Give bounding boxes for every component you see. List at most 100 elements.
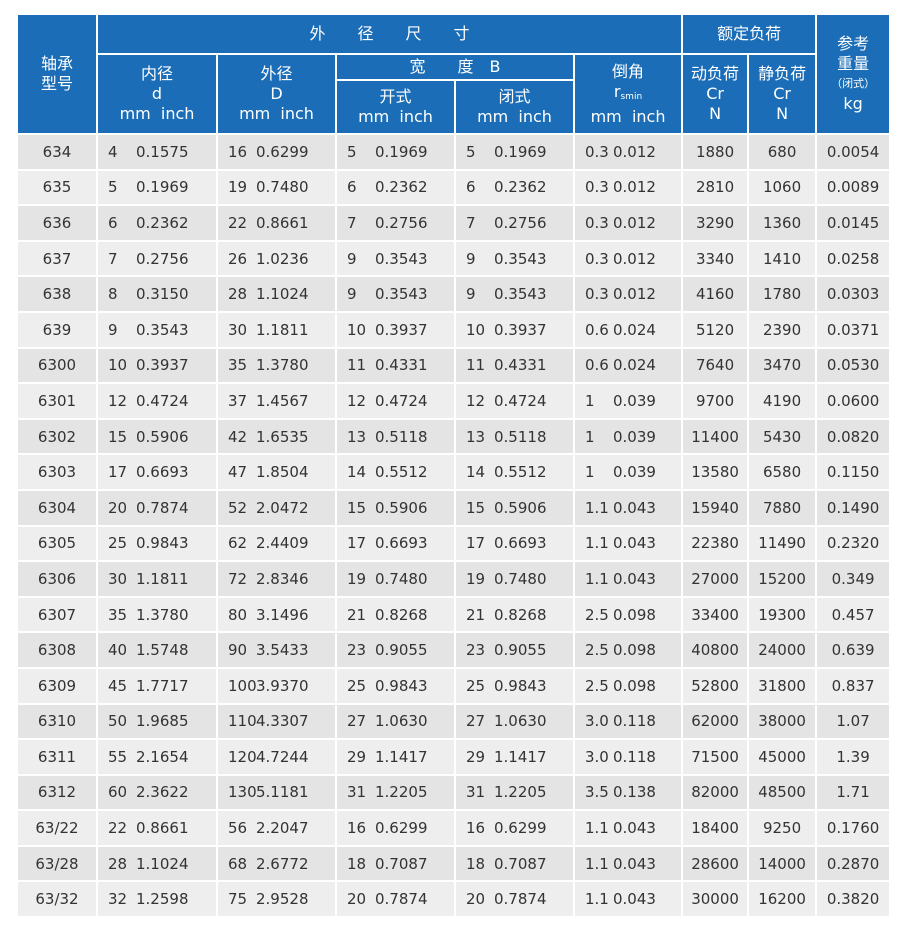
weight-cell: 0.0054 (815, 133, 892, 171)
model-cell: 63/22 (16, 809, 98, 847)
inner-dia-cell-mm: 20 (108, 498, 128, 517)
width-open-cell: 17 0.6693 (335, 524, 456, 563)
inner-dia-cell: 25 0.9843 (96, 524, 218, 563)
width-open-cell-mm: 16 (347, 819, 367, 838)
width-closed-cell-inch: 0.8268 (494, 605, 547, 624)
width-closed-cell: 20 0.7874 (454, 880, 575, 919)
table-row: 638 8 0.3150 28 1.1024 9 0.3543 9 0.3543 0.3 0.012… (16, 275, 892, 313)
static-load-cell: 1410 (747, 239, 818, 278)
outer-dia-cell-inch: 1.8504 (256, 463, 309, 482)
outer-dia-cell-mm: 130 (228, 783, 257, 802)
outer-dia-cell-inch: 2.0472 (256, 498, 309, 517)
outer-dia-cell: 35 1.3780 (216, 346, 337, 385)
inner-dia-cell: 12 0.4724 (96, 382, 218, 420)
static-load-cell: 16200 (747, 880, 818, 919)
model-cell: 63/32 (16, 880, 98, 919)
outer-dia-cell: 30 1.1811 (216, 310, 337, 349)
width-closed-cell: 16 0.6299 (454, 809, 575, 847)
static-load-cell: 48500 (747, 773, 818, 812)
dynamic-load-cell: 4160 (681, 275, 750, 313)
width-closed-cell-inch: 0.6693 (494, 534, 547, 553)
width-open-cell: 12 0.4724 (335, 382, 456, 420)
weight-cell: 0.0145 (815, 204, 892, 242)
width-closed-cell: 29 1.1417 (454, 738, 575, 776)
width-open-cell-mm: 7 (347, 213, 357, 232)
chamfer-cell-inch: 0.024 (613, 356, 656, 375)
dynamic-load-cell: 22380 (681, 524, 750, 563)
inner-dia-cell-inch: 1.3780 (136, 605, 189, 624)
width-open-cell-mm: 11 (347, 356, 367, 375)
inner-dia-cell-inch: 1.1024 (136, 854, 189, 873)
model-cell: 634 (16, 133, 98, 171)
chamfer-cell: 1.1 0.043 (572, 809, 684, 847)
chamfer-cell-mm: 1.1 (585, 569, 609, 588)
width-open-cell-inch: 0.4724 (375, 391, 428, 410)
dynamic-load-cell: 1880 (681, 133, 750, 171)
width-closed-cell: 18 0.7087 (454, 844, 575, 883)
outer-dia-cell: 110 4.3307 (216, 702, 337, 741)
width-closed-cell-mm: 31 (466, 783, 486, 802)
width-open-cell-inch: 0.5512 (375, 463, 428, 482)
model-cell: 6307 (16, 595, 98, 634)
inner-dia-cell-inch: 0.3937 (136, 356, 189, 375)
dynamic-load-cell: 5120 (681, 310, 750, 349)
outer-dia-cell: 22 0.8661 (216, 204, 337, 242)
chamfer-cell-inch: 0.043 (613, 569, 656, 588)
col-chamfer: 倒角 rsmin mm inch (572, 53, 684, 135)
width-open-cell-mm: 10 (347, 320, 367, 339)
width-open-cell: 9 0.3543 (335, 239, 456, 278)
width-open-cell: 11 0.4331 (335, 346, 456, 385)
width-open-cell-mm: 31 (347, 783, 367, 802)
width-closed-cell: 7 0.2756 (454, 204, 575, 242)
static-load-cell: 680 (747, 133, 818, 171)
table-row: 6302 15 0.5906 42 1.6535 13 0.5118 13 0.5118 1 0.0… (16, 417, 892, 456)
chamfer-cell-mm: 2.5 (585, 641, 609, 660)
chamfer-label: 倒角 (612, 61, 645, 81)
inner-dia-cell-inch: 1.1811 (136, 569, 189, 588)
width-closed-cell-mm: 14 (466, 463, 486, 482)
chamfer-cell-mm: 3.5 (585, 783, 609, 802)
weight-cell: 0.349 (815, 560, 892, 598)
col-rated-load: 额定负荷 (681, 13, 818, 55)
outer-dia-cell: 80 3.1496 (216, 595, 337, 634)
inner-dia-cell-mm: 32 (108, 890, 128, 909)
outer-dia-cell-mm: 80 (228, 605, 248, 624)
inner-dia-cell: 30 1.1811 (96, 560, 218, 598)
dynamic-load-cell: 3290 (681, 204, 750, 242)
inner-dia-cell-mm: 10 (108, 356, 128, 375)
outer-dia-cell-mm: 47 (228, 463, 248, 482)
width-open-cell: 5 0.1969 (335, 133, 456, 171)
width-open-cell-mm: 18 (347, 854, 367, 873)
inner-dia-cell: 9 0.3543 (96, 310, 218, 349)
inner-dia-cell: 6 0.2362 (96, 204, 218, 242)
outer-dia-cell-mm: 100 (228, 676, 257, 695)
width-closed-cell: 12 0.4724 (454, 382, 575, 420)
chamfer-cell-inch: 0.039 (613, 391, 656, 410)
chamfer-cell-mm: 0.3 (585, 142, 609, 161)
open-units: mm inch (358, 107, 433, 126)
outer-dia-cell: 120 4.7244 (216, 738, 337, 776)
chamfer-cell: 0.3 0.012 (572, 239, 684, 278)
col-width-open: 开式 mm inch (335, 79, 456, 135)
dynamic-load-cell: 62000 (681, 702, 750, 741)
dynamic-load-cell: 15940 (681, 488, 750, 527)
inner-dia-units: mm inch (119, 104, 195, 123)
width-closed-cell-inch: 0.9843 (494, 676, 547, 695)
model-cell: 6308 (16, 631, 98, 669)
width-closed-cell-inch: 0.2756 (494, 213, 547, 232)
chamfer-cell-mm: 3.0 (585, 712, 609, 731)
width-open-cell: 15 0.5906 (335, 488, 456, 527)
width-closed-cell-mm: 21 (466, 605, 486, 624)
width-closed-cell: 15 0.5906 (454, 488, 575, 527)
outer-dia-cell-inch: 2.2047 (256, 819, 309, 838)
table-row: 634 4 0.1575 16 0.6299 5 0.1969 5 0.1969 0.3 0.012… (16, 133, 892, 171)
outer-dia-cell-inch: 2.9528 (256, 890, 309, 909)
width-open-cell-mm: 14 (347, 463, 367, 482)
width-open-cell-inch: 0.3543 (375, 285, 428, 304)
dynamic-load-cell: 3340 (681, 239, 750, 278)
dynamic-load-cell: 18400 (681, 809, 750, 847)
table-body: 634 4 0.1575 16 0.6299 5 0.1969 5 0.1969 0.3 0.012… (16, 133, 892, 919)
outer-dia-cell: 47 1.8504 (216, 453, 337, 491)
width-open-cell: 9 0.3543 (335, 275, 456, 313)
model-cell: 638 (16, 275, 98, 313)
